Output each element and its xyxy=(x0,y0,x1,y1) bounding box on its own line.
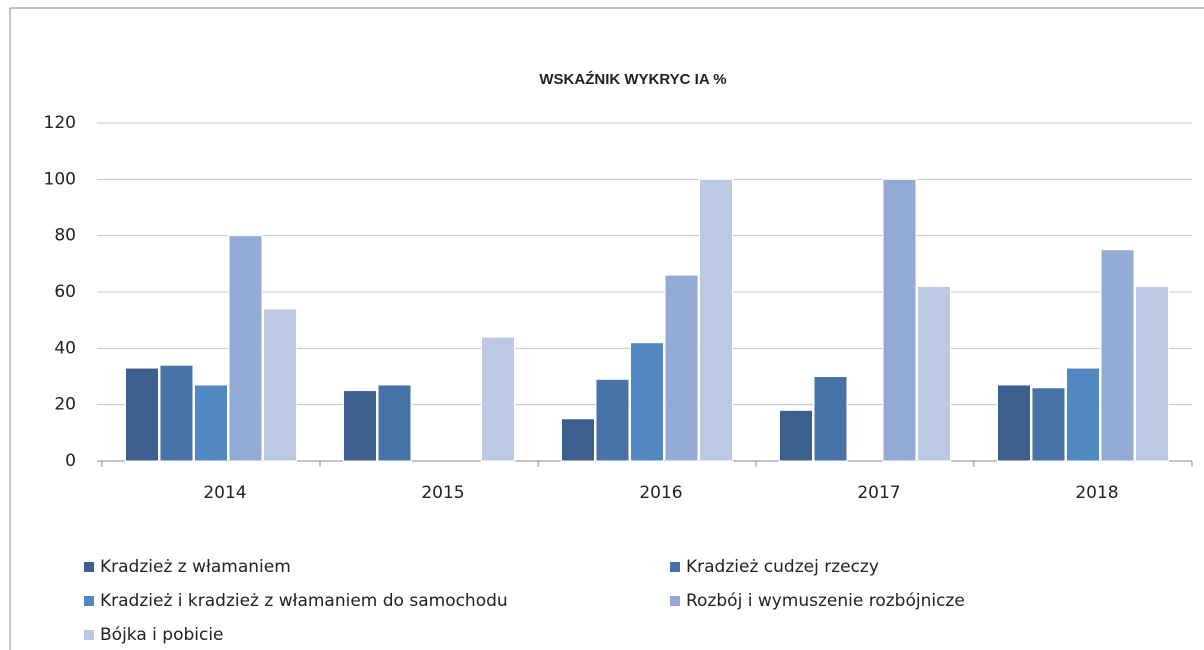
x-tick-label: 2017 xyxy=(857,483,900,503)
bar xyxy=(630,342,664,462)
y-tick-label: 120 xyxy=(44,113,76,133)
bar xyxy=(595,378,630,462)
bar xyxy=(779,409,813,462)
bar xyxy=(1100,249,1135,462)
legend-swatch xyxy=(670,596,680,606)
bar xyxy=(1031,387,1066,462)
bar xyxy=(997,384,1031,462)
legend-label: Rozbój i wymuszenie rozbójnicze xyxy=(686,591,965,611)
y-tick-label: 60 xyxy=(54,282,76,302)
x-tick-label: 2016 xyxy=(639,483,682,503)
y-tick-label: 20 xyxy=(54,395,76,415)
y-tick-label: 100 xyxy=(44,169,76,189)
bar xyxy=(377,384,412,462)
bar xyxy=(813,376,848,462)
bar xyxy=(228,235,263,462)
legend-swatch xyxy=(670,562,680,572)
x-tick-label: 2014 xyxy=(203,483,246,503)
x-tick-label: 2015 xyxy=(421,483,464,503)
bar xyxy=(194,384,228,462)
bar xyxy=(561,418,595,462)
legend-label: Kradzież cudzej rzeczy xyxy=(686,557,879,577)
frame xyxy=(9,7,1204,650)
legend-swatch xyxy=(84,596,94,606)
bar xyxy=(263,308,297,462)
x-tick-label: 2018 xyxy=(1075,483,1118,503)
y-tick-label: 0 xyxy=(65,451,76,471)
y-tick-label: 80 xyxy=(54,226,76,246)
bar xyxy=(159,364,194,462)
bar xyxy=(481,336,515,462)
bar xyxy=(882,178,917,462)
chart-title: WSKAŹNIK WYKRYC IA % xyxy=(539,71,726,88)
legend-swatch xyxy=(84,562,94,572)
bar xyxy=(664,274,699,462)
bar xyxy=(917,285,951,462)
bar xyxy=(125,367,159,462)
legend-label: Bójka i pobicie xyxy=(100,625,224,645)
bar xyxy=(1135,285,1169,462)
bar xyxy=(1066,367,1100,462)
y-tick-label: 40 xyxy=(54,338,76,358)
legend-label: Kradzież z włamaniem xyxy=(100,557,291,577)
bar xyxy=(343,390,377,462)
legend-swatch xyxy=(84,630,94,640)
legend-label: Kradzież i kradzież z włamaniem do samoc… xyxy=(100,591,508,611)
bar xyxy=(699,178,733,462)
